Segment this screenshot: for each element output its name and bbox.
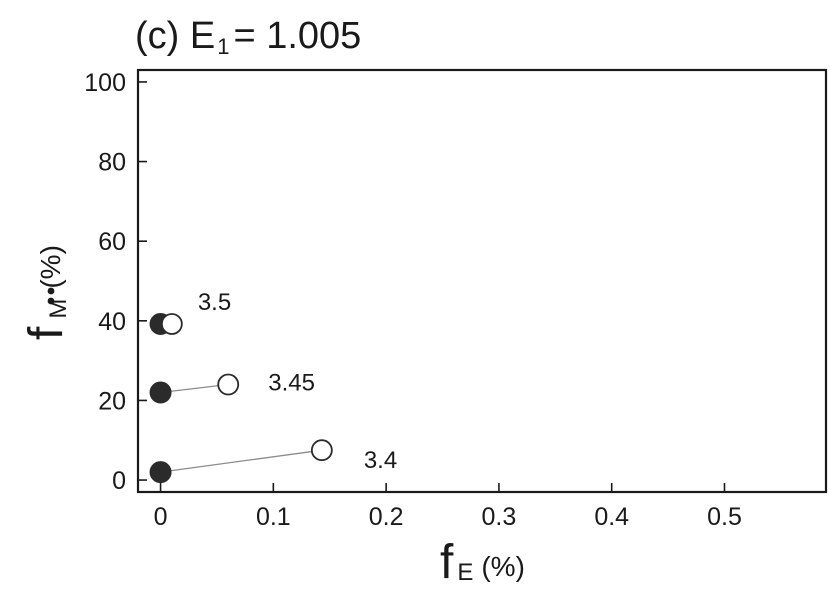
y-tick-label: 0 bbox=[112, 467, 126, 495]
x-tick-label: 0.4 bbox=[594, 503, 629, 531]
x-tick-label: 0.1 bbox=[256, 503, 291, 531]
y-tick-label: 60 bbox=[98, 228, 126, 256]
open-point bbox=[217, 373, 240, 396]
y-tick-label: 80 bbox=[98, 149, 126, 177]
y-tick-label: 20 bbox=[98, 387, 126, 415]
x-tick-label: 0 bbox=[154, 503, 168, 531]
chart-title-subscript: 1 bbox=[217, 34, 229, 59]
y-tick-label: 100 bbox=[84, 69, 126, 97]
y-label-dot-lower bbox=[47, 297, 55, 305]
point-label: 3.45 bbox=[268, 370, 315, 397]
x-tick-label: 0.5 bbox=[707, 503, 742, 531]
connector-line bbox=[160, 383, 229, 394]
x-axis-label: f E (%) bbox=[440, 536, 525, 589]
point-label: 3.4 bbox=[364, 447, 397, 474]
y-label-dot-upper bbox=[47, 287, 55, 295]
x-axis-label-sub: E bbox=[457, 559, 473, 586]
open-point bbox=[160, 313, 183, 335]
data-markers bbox=[149, 312, 333, 484]
filled-point bbox=[149, 381, 172, 404]
x-tick-label: 0.3 bbox=[482, 503, 517, 531]
y-axis: 0 20 40 60 80 100 bbox=[84, 69, 147, 495]
y-tick-label: 40 bbox=[98, 308, 126, 336]
chart-title: (c) E1 = 1.005 bbox=[135, 15, 361, 59]
x-tick-label: 0.2 bbox=[369, 503, 404, 531]
point-labels: 3.5 3.45 3.4 bbox=[198, 289, 397, 474]
open-point bbox=[310, 439, 333, 462]
connector-line bbox=[160, 449, 322, 473]
y-axis-label-unit: (%) bbox=[35, 245, 66, 289]
plot-frame bbox=[136, 68, 828, 494]
filled-point bbox=[149, 461, 172, 484]
connector-lines bbox=[160, 323, 322, 473]
x-axis-label-main: f bbox=[440, 536, 454, 589]
x-axis-label-unit: (%) bbox=[481, 551, 525, 582]
x-axis: 0 0.1 0.2 0.3 0.4 0.5 bbox=[154, 483, 742, 531]
y-axis-label: fM(%) bbox=[20, 245, 73, 340]
chart-title-prefix: (c) E bbox=[135, 15, 215, 57]
y-axis-label-main: f bbox=[20, 326, 73, 340]
point-label: 3.5 bbox=[198, 289, 231, 316]
chart-title-suffix: = 1.005 bbox=[233, 15, 361, 57]
